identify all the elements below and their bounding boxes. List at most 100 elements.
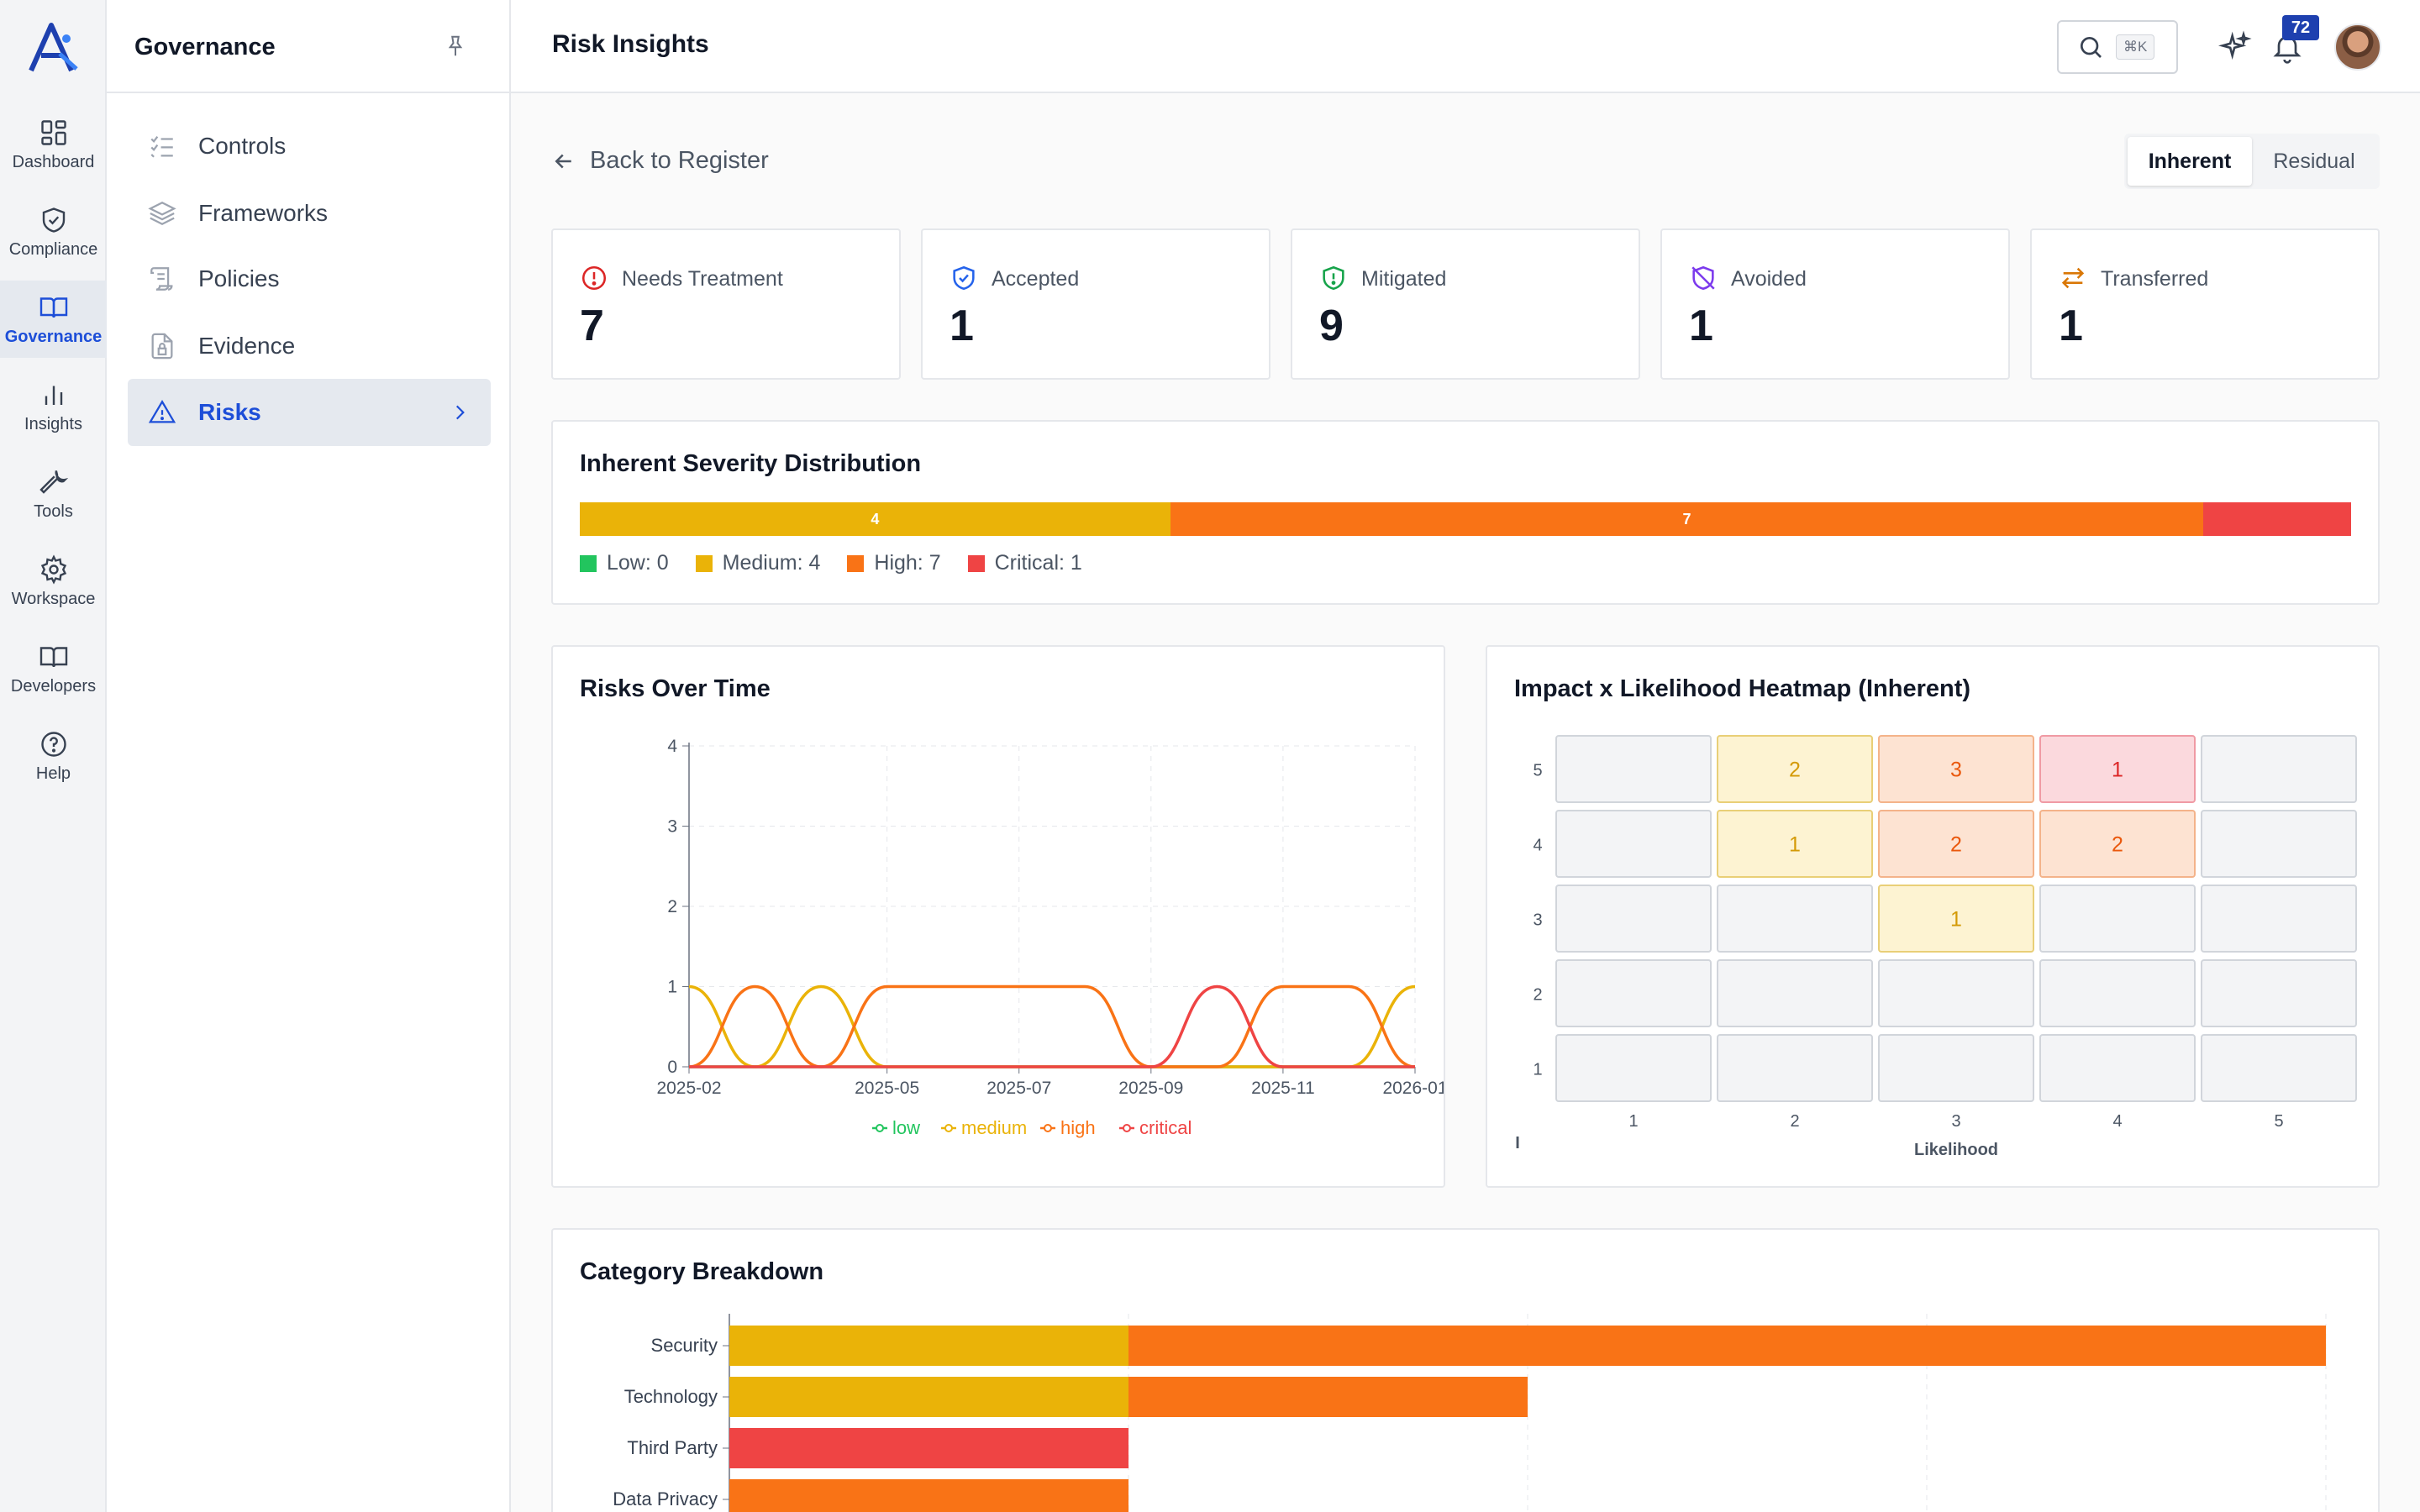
y-tick-label: 4 <box>1533 837 1542 855</box>
x-tick-label: 2025-02 <box>656 1079 721 1098</box>
legend-item-medium[interactable]: medium <box>941 1117 1027 1138</box>
heatmap-cell[interactable] <box>1717 735 1873 803</box>
y-tick-label: 1 <box>1533 1061 1542 1079</box>
heatmap-cell-value: 1 <box>2112 759 2123 782</box>
rail-item-developers[interactable]: Developers <box>0 630 107 707</box>
rail-item-label: Help <box>35 764 71 783</box>
arrow-left-icon <box>555 154 571 168</box>
bar-medium[interactable] <box>729 1326 1128 1366</box>
subnav-item-risks[interactable]: Risks <box>128 379 491 446</box>
x-tick-label: 5 <box>2274 1112 2283 1131</box>
y-tick-label: 3 <box>667 817 677 837</box>
heatmap-cell[interactable] <box>2039 1034 2196 1102</box>
bar-critical[interactable] <box>729 1428 1128 1468</box>
series-line-critical[interactable] <box>688 984 1415 1068</box>
legend-item-high[interactable]: high <box>1040 1117 1096 1138</box>
stat-card-avoided[interactable]: Avoided 1 <box>1660 228 2010 380</box>
search-button[interactable]: ⌘K <box>2057 20 2178 74</box>
rail-item-dashboard[interactable]: Dashboard <box>0 106 107 183</box>
stat-card-transferred[interactable]: Transferred 1 <box>2030 228 2380 380</box>
heatmap-cell[interactable] <box>1717 1034 1873 1102</box>
bar-medium[interactable] <box>729 1377 1128 1417</box>
bar-high[interactable] <box>1128 1326 2326 1366</box>
subnav-title: Governance <box>134 34 276 60</box>
heatmap-cell[interactable] <box>1555 959 1712 1027</box>
heatmap-cell-value: 2 <box>2112 833 2123 857</box>
shield-check-icon <box>42 207 65 233</box>
x-tick-label: 2025-07 <box>986 1079 1051 1098</box>
heatmap-cell[interactable] <box>2201 735 2357 803</box>
heatmap-cell[interactable] <box>1878 959 2034 1027</box>
stat-label: Accepted <box>992 267 1080 291</box>
heatmap-cell[interactable] <box>2039 885 2196 953</box>
back-to-register-link[interactable]: Back to Register <box>551 147 769 175</box>
series-line-high[interactable] <box>688 984 1416 1068</box>
category-breakdown-chart: Security Technology Third Party Data Privac… <box>613 1314 2327 1512</box>
rail-item-label: Insights <box>24 414 82 433</box>
scroll-icon <box>150 267 173 291</box>
heatmap-cell[interactable] <box>1878 885 2034 953</box>
shield-alert-icon <box>1323 265 1344 291</box>
stat-card-needs-treatment[interactable]: Needs Treatment 7 <box>551 228 901 380</box>
severity-segment-critical[interactable] <box>2203 502 2351 536</box>
legend-item-critical[interactable]: critical <box>1119 1117 1192 1138</box>
heatmap-cell[interactable] <box>1555 810 1712 878</box>
heatmap-cell[interactable] <box>1717 959 1873 1027</box>
sparkles-icon[interactable] <box>2218 30 2252 64</box>
heatmap-cell[interactable] <box>1878 1034 2034 1102</box>
heatmap-cell[interactable] <box>2039 810 2196 878</box>
toggle-inherent[interactable]: Inherent <box>2128 137 2252 186</box>
heatmap-cell[interactable] <box>2201 959 2357 1027</box>
rail-item-help[interactable]: Help <box>0 717 107 795</box>
rail-item-compliance[interactable]: Compliance <box>0 193 107 270</box>
severity-legend: Low: 0 Medium: 4 High: 7 Critical: 1 <box>580 551 1109 575</box>
stat-card-mitigated[interactable]: Mitigated 9 <box>1291 228 1640 380</box>
heatmap-cell[interactable] <box>2201 810 2357 878</box>
main-content: Back to Register Inherent Residual Needs… <box>511 93 2420 1512</box>
heatmap-cell[interactable] <box>1717 885 1873 953</box>
subnav-item-controls[interactable]: Controls <box>128 113 491 180</box>
toggle-residual[interactable]: Residual <box>2273 149 2355 173</box>
stat-value: 1 <box>2059 302 2083 350</box>
heatmap-cell[interactable] <box>2039 959 2196 1027</box>
stat-card-accepted[interactable]: Accepted 1 <box>921 228 1270 380</box>
avatar[interactable] <box>2334 24 2381 71</box>
severity-segment-medium[interactable]: 4 <box>580 502 1171 536</box>
page-title: Risk Insights <box>552 30 709 58</box>
heatmap-cell[interactable] <box>2201 1034 2357 1102</box>
bar-high[interactable] <box>729 1479 1128 1512</box>
y-axis-label: I <box>1515 1134 1520 1152</box>
bar-high[interactable] <box>1128 1377 1528 1417</box>
heatmap-cell[interactable] <box>1555 735 1712 803</box>
rail-item-workspace[interactable]: Workspace <box>0 543 107 620</box>
subnav-item-frameworks[interactable]: Frameworks <box>128 180 491 247</box>
heatmap-cell[interactable] <box>1717 810 1873 878</box>
x-tick-label: 2026-01 <box>1382 1079 1444 1098</box>
shield-check-icon <box>953 265 975 291</box>
legend-label: High: 7 <box>874 551 941 575</box>
subnav-item-evidence[interactable]: Evidence <box>128 312 491 380</box>
search-shortcut: ⌘K <box>2116 34 2155 60</box>
rail-item-insights[interactable]: Insights <box>0 368 107 445</box>
legend-swatch <box>967 554 985 572</box>
y-tick-label: 3 <box>1533 911 1542 930</box>
governance-subnav: Governance Controls Frameworks Policies … <box>107 0 511 1512</box>
subnav-item-policies[interactable]: Policies <box>128 245 491 312</box>
heatmap-cell[interactable] <box>1878 735 2034 803</box>
heatmap-cell[interactable] <box>1878 810 2034 878</box>
x-axis-label: Likelihood <box>1914 1141 1998 1159</box>
y-tick-label: 4 <box>667 737 677 756</box>
series-line-medium[interactable] <box>688 984 1416 1068</box>
heatmap-cell[interactable] <box>2039 735 2196 803</box>
rail-item-tools[interactable]: Tools <box>0 455 107 533</box>
legend-label: critical <box>1139 1117 1192 1138</box>
rail-item-governance[interactable]: Governance <box>0 281 107 358</box>
heatmap-cell[interactable] <box>2201 885 2357 953</box>
y-tick-label: 2 <box>667 897 677 916</box>
heatmap-cell[interactable] <box>1555 885 1712 953</box>
pin-icon[interactable] <box>443 34 468 59</box>
severity-segment-high[interactable]: 7 <box>1170 502 2204 536</box>
legend-item-low[interactable]: low <box>872 1117 920 1138</box>
app-logo[interactable] <box>26 20 82 76</box>
heatmap-cell[interactable] <box>1555 1034 1712 1102</box>
